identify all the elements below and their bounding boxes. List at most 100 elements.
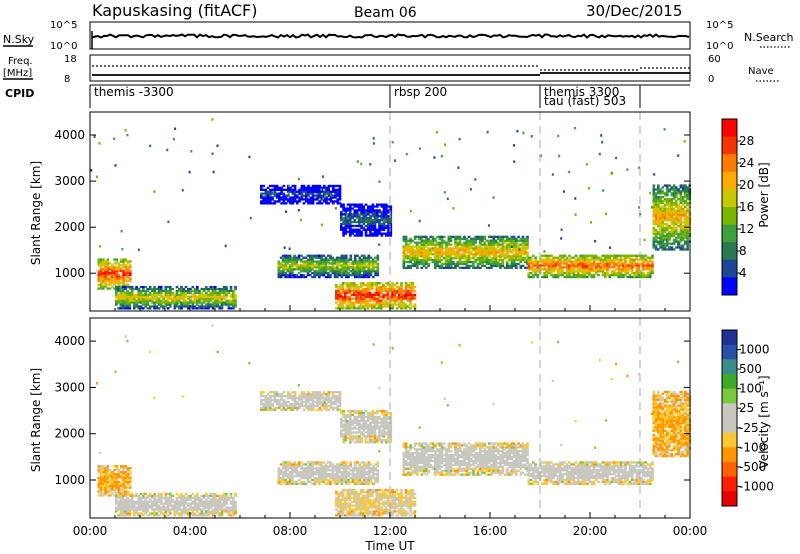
power-cell [322, 268, 326, 271]
power-cell [510, 260, 514, 264]
power-cell [362, 305, 365, 308]
power-cell [675, 236, 678, 239]
power-cell [344, 220, 348, 224]
power-cell [151, 289, 154, 293]
power-cell [583, 258, 587, 261]
velocity-cell [284, 400, 288, 404]
power-cell [458, 235, 462, 238]
power-cell [512, 258, 516, 262]
velocity-cell [229, 492, 233, 496]
velocity-cell [117, 508, 120, 511]
velocity-cell [182, 494, 186, 498]
power-cell [622, 274, 625, 277]
power-cell [534, 256, 537, 259]
power-cell [349, 219, 352, 222]
power-cell [295, 275, 299, 279]
velocity-cell [223, 498, 226, 501]
power-cell [581, 258, 585, 261]
power-cell [137, 297, 141, 300]
power-cell [358, 232, 361, 235]
power-cell [366, 305, 370, 308]
power-cell [207, 297, 210, 300]
velocity-cell [137, 506, 141, 509]
power-cell [347, 258, 350, 261]
power-cell [404, 245, 408, 248]
velocity-cell [193, 494, 197, 498]
power-cell [681, 198, 685, 201]
power-cell [686, 188, 689, 191]
power-cell [497, 241, 500, 244]
power-cell [604, 264, 607, 267]
power-cell [113, 266, 116, 269]
power-cell [633, 258, 636, 261]
velocity-cell [220, 512, 224, 515]
power-cell [592, 258, 596, 261]
power-cell [121, 297, 125, 300]
power-cell [527, 268, 531, 271]
velocity-cell [280, 402, 283, 406]
power-cell [284, 202, 288, 205]
power-cell [180, 291, 183, 294]
power-cell [438, 235, 442, 238]
power-cell [99, 279, 103, 282]
power-cell [561, 270, 564, 273]
power-cell [115, 277, 119, 280]
power-cell [128, 301, 132, 304]
power-cell [293, 196, 297, 199]
power-cell [449, 257, 453, 260]
velocity-cell [262, 408, 265, 411]
power-cell [340, 222, 343, 226]
power-cell [353, 307, 356, 310]
velocity-cell [227, 510, 231, 513]
power-cell [684, 199, 687, 203]
power-cell [298, 198, 301, 201]
power-cell [358, 207, 361, 210]
power-cell [506, 235, 509, 238]
power-cell [367, 268, 371, 271]
power-cell [149, 144, 152, 148]
velocity-cell [207, 500, 210, 503]
power-cell [608, 274, 612, 277]
power-cell [363, 254, 366, 257]
power-cell [341, 284, 345, 287]
power-cell [422, 247, 426, 250]
power-cell [386, 289, 390, 293]
power-cell [534, 268, 537, 271]
power-cell [205, 293, 208, 296]
power-cell [218, 287, 222, 291]
power-cell [273, 188, 277, 191]
power-cell [657, 207, 660, 210]
power-cell [686, 248, 689, 251]
power-cell [686, 190, 689, 193]
power-cell [631, 262, 634, 265]
power-cell [404, 303, 408, 306]
power-cell [363, 272, 366, 275]
power-cell [670, 246, 674, 249]
power-cell [633, 264, 636, 267]
velocity-cell [128, 500, 132, 503]
power-cell [297, 209, 300, 212]
power-cell [325, 196, 328, 199]
velocity-cell [332, 402, 335, 406]
power-cell [684, 188, 687, 191]
power-cell [262, 200, 265, 203]
power-cell [314, 198, 317, 201]
power-cell [341, 287, 345, 291]
power-cell [287, 200, 290, 203]
power-cell [506, 266, 509, 269]
power-cell [407, 264, 410, 268]
power-cell [550, 260, 553, 263]
power-cell [686, 201, 689, 205]
power-cell [510, 257, 514, 260]
power-cell [677, 215, 680, 218]
power-cell [164, 291, 168, 294]
power-cell [501, 253, 505, 256]
power-cell [332, 184, 335, 188]
power-cell [260, 186, 263, 189]
velocity-cell [216, 506, 219, 509]
velocity-cell [318, 395, 322, 398]
power-cell [189, 295, 192, 298]
power-cell [264, 194, 268, 197]
power-cell [130, 297, 134, 300]
power-cell [681, 207, 685, 210]
